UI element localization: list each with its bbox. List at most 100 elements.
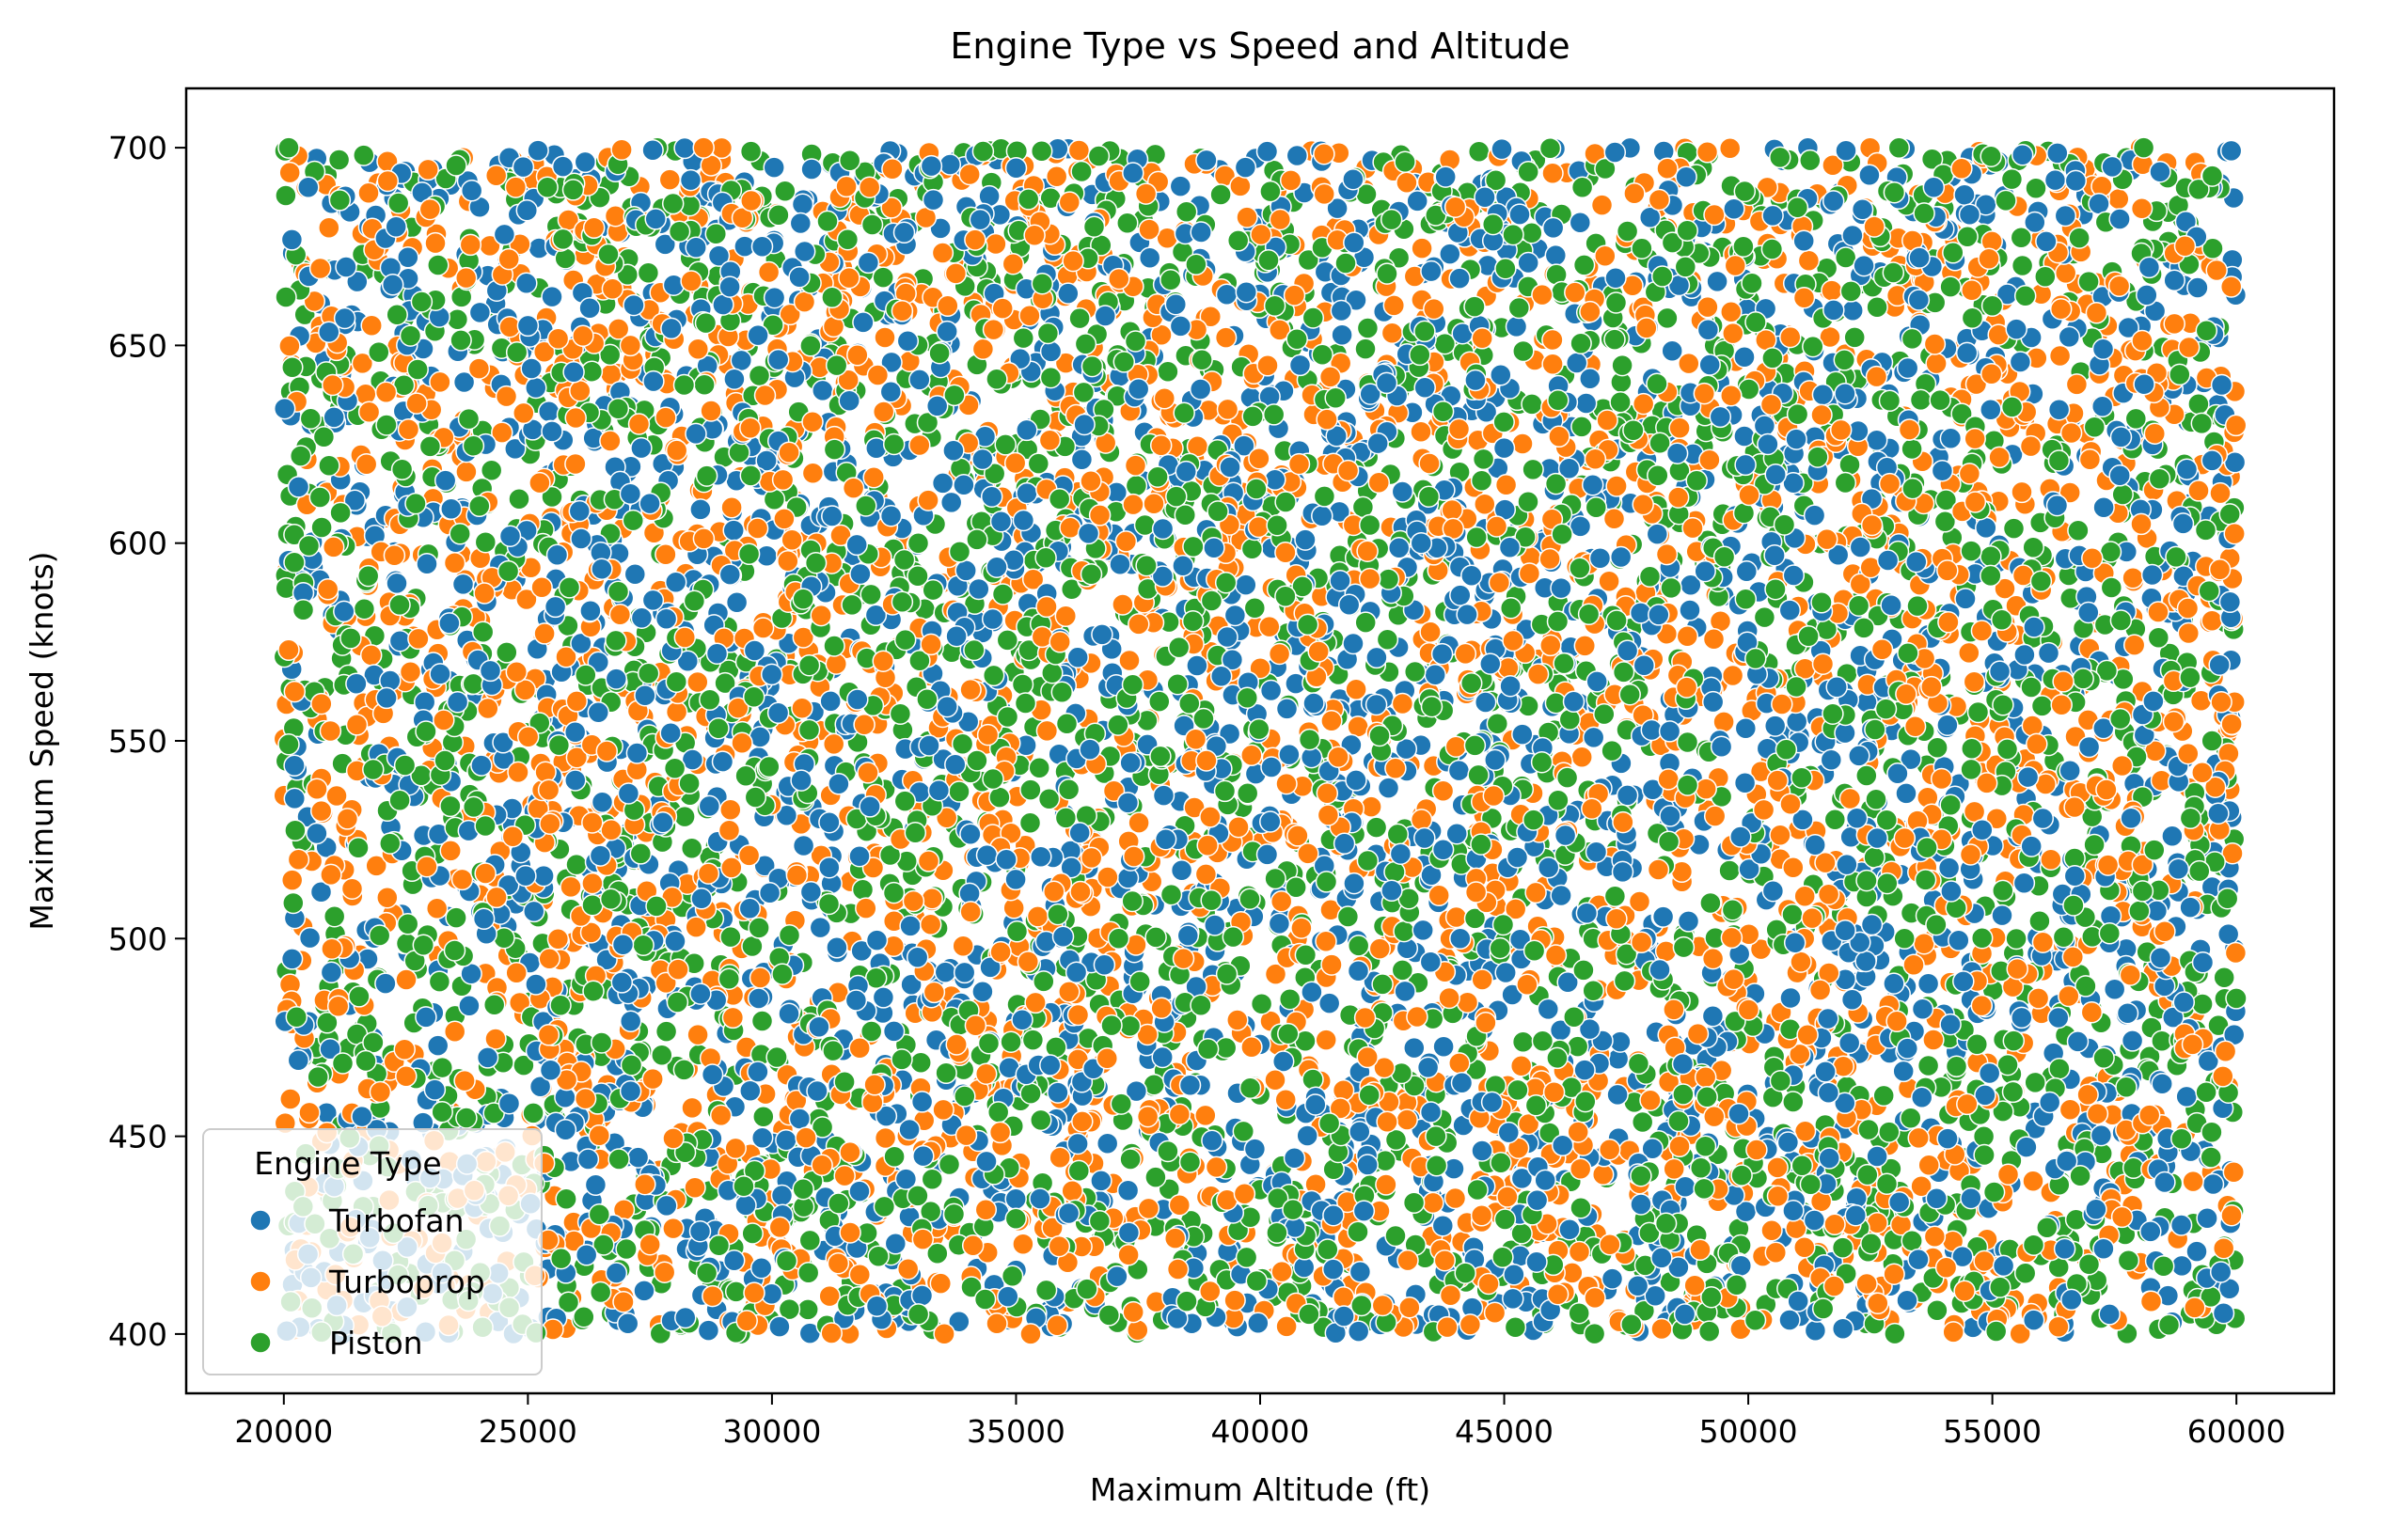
turbofan-point (1439, 243, 1461, 265)
turbofan-point (1763, 715, 1787, 737)
piston-point (1838, 453, 1861, 477)
turboprop-point (1003, 451, 1027, 475)
turbofan-point (298, 926, 322, 950)
turboprop-point (1782, 856, 1805, 879)
turboprop-point (1264, 963, 1287, 985)
turboprop-point (874, 326, 896, 349)
turbofan-point (939, 491, 963, 514)
piston-point (750, 1010, 774, 1032)
turboprop-point (1511, 432, 1534, 455)
turbofan-point (527, 139, 549, 162)
turbofan-point (2185, 1240, 2208, 1263)
turbofan-point (1377, 777, 1400, 799)
piston-point (1872, 1084, 1895, 1108)
piston-point (655, 1020, 678, 1043)
turbofan-point (1537, 856, 1560, 879)
turboprop-point (1428, 884, 1450, 907)
piston-point (860, 583, 882, 606)
piston-point (774, 180, 797, 203)
turbofan-point (959, 823, 982, 845)
turboprop-point (1650, 1317, 1673, 1341)
turbofan-point (655, 607, 678, 631)
turboprop-point (1411, 237, 1433, 259)
turbofan-point (345, 672, 368, 695)
turbofan-point (641, 139, 664, 162)
turbofan-point (1550, 884, 1572, 907)
piston-point (1018, 811, 1042, 834)
turbofan-point (642, 369, 665, 393)
turboprop-point (1012, 1233, 1034, 1256)
turbofan-point (1432, 1035, 1455, 1058)
turbofan-point (1679, 599, 1701, 621)
piston-point (446, 308, 469, 331)
turboprop-point (719, 798, 742, 822)
turboprop-point (1760, 1219, 1783, 1242)
turbofan-point (838, 389, 860, 413)
turboprop-point (279, 1088, 302, 1110)
turbofan-point (1406, 190, 1428, 212)
turbofan-point (1138, 246, 1161, 270)
turbofan-point (1953, 183, 1976, 206)
piston-point (1174, 504, 1197, 526)
turboprop-point (2027, 987, 2050, 1010)
turboprop-point (952, 935, 974, 958)
turbofan-point (654, 233, 677, 256)
turboprop-point (1961, 279, 1983, 302)
turbofan-point (698, 794, 721, 818)
turboprop-point (720, 496, 743, 519)
turbofan-point (2219, 139, 2243, 163)
piston-point (704, 222, 728, 245)
turbofan-point (1858, 164, 1881, 187)
turboprop-point (1792, 287, 1816, 309)
piston-point (474, 530, 497, 554)
piston-point (1232, 1120, 1255, 1143)
turboprop-point (1474, 493, 1496, 515)
turbofan-point (770, 1184, 794, 1207)
turbofan-point (1574, 392, 1598, 415)
turbofan-point (1601, 1267, 1624, 1290)
piston-point (851, 878, 875, 901)
turboprop-point (1275, 1315, 1298, 1338)
turboprop-point (1256, 354, 1279, 377)
turboprop-point (278, 161, 301, 184)
turbofan-point (1170, 859, 1193, 882)
turbofan-point (468, 301, 492, 324)
piston-point (1470, 469, 1493, 493)
turbofan-point (1004, 1187, 1027, 1210)
points-layer (273, 136, 2248, 1345)
piston-point (2200, 1146, 2222, 1169)
turboprop-point (1591, 1163, 1615, 1186)
piston-point (1365, 816, 1388, 839)
piston-point (799, 335, 822, 357)
turbofan-point (544, 595, 567, 619)
piston-point (1250, 992, 1273, 1015)
turbofan-point (1116, 792, 1140, 814)
piston-point (996, 629, 1019, 652)
piston-point (909, 1051, 932, 1074)
turboprop-point (455, 461, 478, 483)
piston-point (1354, 338, 1377, 360)
turboprop-point (1570, 746, 1593, 768)
turboprop-point (1236, 206, 1258, 228)
turboprop-point (1216, 398, 1239, 421)
turbofan-point (2066, 1030, 2090, 1053)
turboprop-point (1598, 570, 1620, 593)
piston-point (565, 853, 588, 876)
turbofan-point (1955, 341, 1979, 365)
turboprop-point (1494, 474, 1518, 496)
turbofan-point (809, 916, 832, 939)
piston-point (1354, 611, 1377, 634)
piston-point (1638, 565, 1662, 589)
turboprop-point (1258, 615, 1281, 638)
piston-point (2225, 987, 2248, 1010)
piston-point (427, 254, 450, 276)
piston-point (1356, 317, 1380, 339)
piston-point (1546, 610, 1570, 633)
turboprop-point (2022, 1170, 2044, 1192)
turbofan-point (1317, 992, 1341, 1014)
turboprop-point (985, 232, 1007, 256)
turbofan-point (1706, 270, 1728, 293)
piston-point (1467, 140, 1491, 164)
turbofan-point (1537, 998, 1560, 1021)
piston-point (1782, 1091, 1805, 1113)
